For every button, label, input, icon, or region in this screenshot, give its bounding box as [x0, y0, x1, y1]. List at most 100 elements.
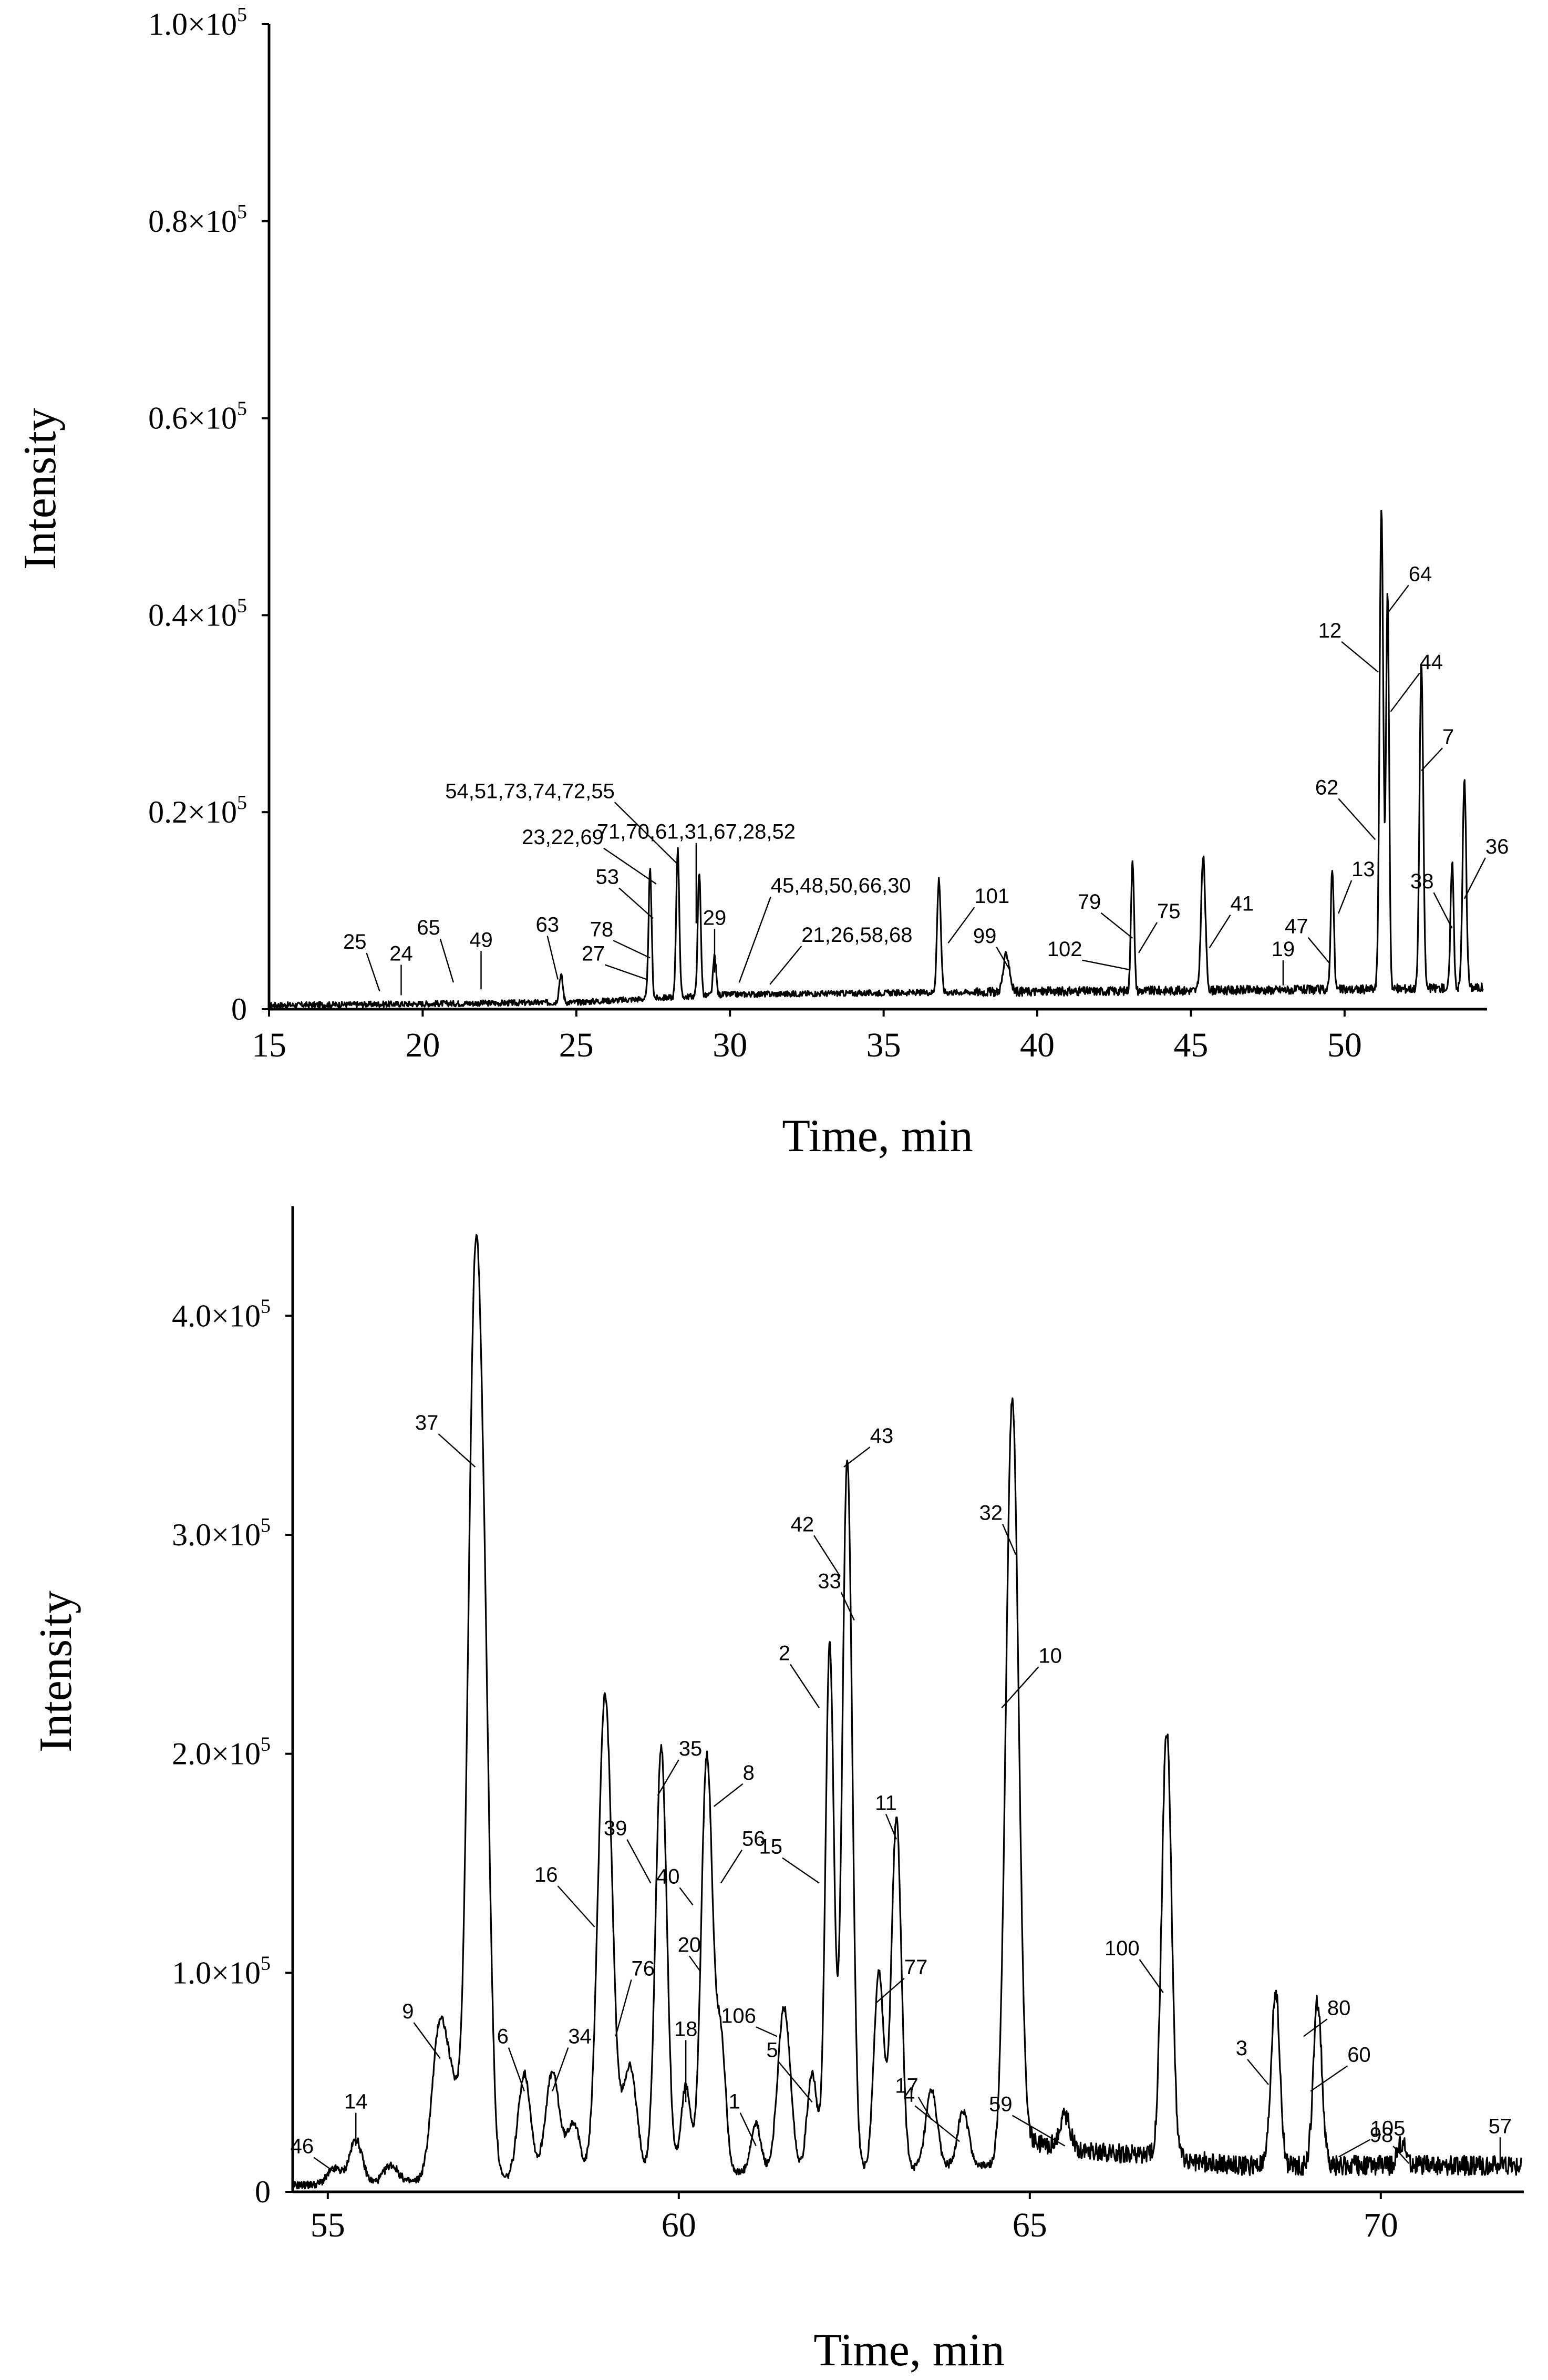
annotation-leader-line	[1002, 1524, 1017, 1555]
annotation-leader-line	[1463, 857, 1486, 899]
peak-annotation-label: 77	[904, 1956, 928, 1979]
annotation-leader-line	[769, 946, 802, 985]
y-tick-label: 0.8×105	[148, 201, 247, 239]
peak-annotation-label: 33	[818, 1570, 841, 1593]
peak-annotation-label: 79	[1078, 890, 1101, 914]
annotation-leader-line	[438, 1433, 476, 1468]
annotation-leader-line	[917, 2097, 932, 2120]
annotation-leader-line	[996, 947, 1010, 970]
bottom-x-tick-labels: 55 60 65 70	[311, 2192, 1398, 2244]
annotation-leader-line	[1307, 937, 1330, 963]
annotation-leader-line	[914, 2105, 960, 2142]
peak-annotation-label: 13	[1351, 858, 1375, 881]
peak-annotation-label: 54,51,73,74,72,55	[445, 779, 615, 803]
peak-annotation-label: 56	[742, 1828, 766, 1851]
peak-annotation-label: 44	[1420, 651, 1443, 674]
peak-annotation-label: 71,70,61,31,67,28,52	[597, 820, 796, 844]
peak-annotation-label: 80	[1327, 1996, 1351, 2019]
peak-annotation-label: 34	[568, 2025, 592, 2048]
peak-annotation-label: 59	[989, 2093, 1013, 2116]
peak-annotation-label: 106	[721, 2004, 756, 2027]
x-tick-label: 30	[713, 1026, 747, 1064]
x-tick-label: 70	[1364, 2206, 1398, 2244]
peak-annotation-label: 4	[903, 2083, 915, 2106]
annotation-leader-line	[657, 1759, 679, 1796]
y-tick-label: 3.0×105	[172, 1514, 271, 1552]
peak-annotation-label: 18	[674, 2017, 698, 2040]
peak-annotation-label: 2	[779, 1642, 790, 1665]
top-x-axis-label: Time, min	[782, 1111, 973, 1162]
peak-annotation-label: 29	[703, 906, 727, 929]
annotation-leader-line	[688, 1955, 700, 1972]
annotation-leader-line	[739, 2112, 757, 2147]
y-tick-label: 0	[231, 992, 247, 1027]
annotation-leader-line	[1012, 2115, 1066, 2147]
annotation-leader-line	[1421, 747, 1443, 772]
peak-annotation-label: 27	[582, 942, 605, 966]
bottom-y-tick-labels: 0 1.0×105 2.0×105 3.0×105 4.0×105	[172, 1295, 293, 2209]
peak-annotation-label: 62	[1315, 776, 1339, 799]
peak-annotation-label: 20	[678, 1933, 701, 1956]
annotation-leader-line	[1303, 2018, 1328, 2037]
annotation-leader-line	[626, 1839, 652, 1884]
annotation-leader-line	[1341, 641, 1379, 673]
x-tick-label: 40	[1020, 1026, 1055, 1064]
annotation-leader-line	[1433, 892, 1453, 929]
peak-annotation-label: 75	[1157, 900, 1181, 923]
x-tick-label: 55	[311, 2206, 345, 2244]
top-y-tick-labels: 0 0.2×105 0.4×105 0.6×105 0.8×105 1.0×105	[148, 4, 269, 1027]
annotation-leader-line	[439, 938, 455, 983]
x-tick-label: 45	[1173, 1026, 1208, 1064]
peak-annotation-label: 37	[415, 1411, 439, 1434]
annotation-leader-line	[1001, 1666, 1039, 1709]
peak-annotation-label: 6	[497, 2025, 509, 2048]
peak-annotation-label: 12	[1318, 619, 1342, 642]
annotation-leader-line	[679, 1887, 694, 1906]
y-tick-label: 1.0×105	[148, 4, 247, 42]
annotation-leader-line	[313, 2157, 335, 2173]
x-tick-label: 20	[405, 1026, 440, 1064]
peak-annotation-label: 36	[1485, 835, 1509, 858]
annotation-leader-line	[1209, 914, 1231, 949]
annotation-leader-line	[557, 1885, 595, 1927]
peak-annotation-label: 9	[402, 2000, 414, 2023]
peak-annotation-label: 65	[417, 916, 440, 939]
peak-annotation-label: 16	[534, 1863, 558, 1886]
y-tick-label: 4.0×105	[172, 1295, 271, 1333]
peak-annotation-label: 19	[1272, 938, 1295, 961]
peak-annotation-label: 14	[344, 2090, 368, 2114]
peak-annotation-label: 42	[791, 1513, 814, 1536]
annotation-leader-line	[1338, 2139, 1371, 2158]
peak-annotation-label: 63	[535, 914, 559, 937]
annotation-leader-line	[1338, 798, 1376, 840]
annotation-leader-line	[777, 2060, 813, 2103]
peak-annotation-label: 105	[1370, 2117, 1406, 2140]
annotation-leader-line	[552, 2047, 569, 2091]
annotation-leader-line	[604, 964, 647, 980]
annotation-leader-line	[1082, 959, 1130, 970]
peak-annotation-label: 23,22,69	[522, 826, 604, 849]
annotation-leader-line	[1390, 673, 1420, 712]
peak-annotation-label: 5	[766, 2038, 778, 2061]
peak-annotation-label: 41	[1231, 892, 1254, 916]
y-tick-label: 0.2×105	[148, 792, 247, 829]
y-tick-label: 0.6×105	[148, 398, 247, 436]
x-tick-label: 50	[1327, 1026, 1362, 1064]
annotation-leader-line	[1100, 912, 1133, 939]
annotation-leader-line	[1387, 584, 1409, 614]
x-tick-label: 65	[1013, 2206, 1047, 2244]
top-y-axis-label: Intensity	[15, 408, 66, 570]
y-tick-label: 1.0×105	[172, 1952, 271, 1990]
x-tick-label: 35	[866, 1026, 901, 1064]
annotation-leader-line	[1247, 2059, 1269, 2085]
peak-annotation-label: 49	[469, 928, 493, 951]
peak-annotation-label: 7	[1442, 725, 1454, 748]
peak-annotation-label: 43	[870, 1424, 894, 1448]
annotation-leader-line	[756, 2026, 778, 2037]
x-tick-label: 60	[662, 2206, 696, 2244]
peak-annotation-label: 100	[1105, 1937, 1140, 1960]
peak-annotation-label: 102	[1047, 938, 1082, 961]
peak-annotation-label: 46	[291, 2135, 314, 2158]
